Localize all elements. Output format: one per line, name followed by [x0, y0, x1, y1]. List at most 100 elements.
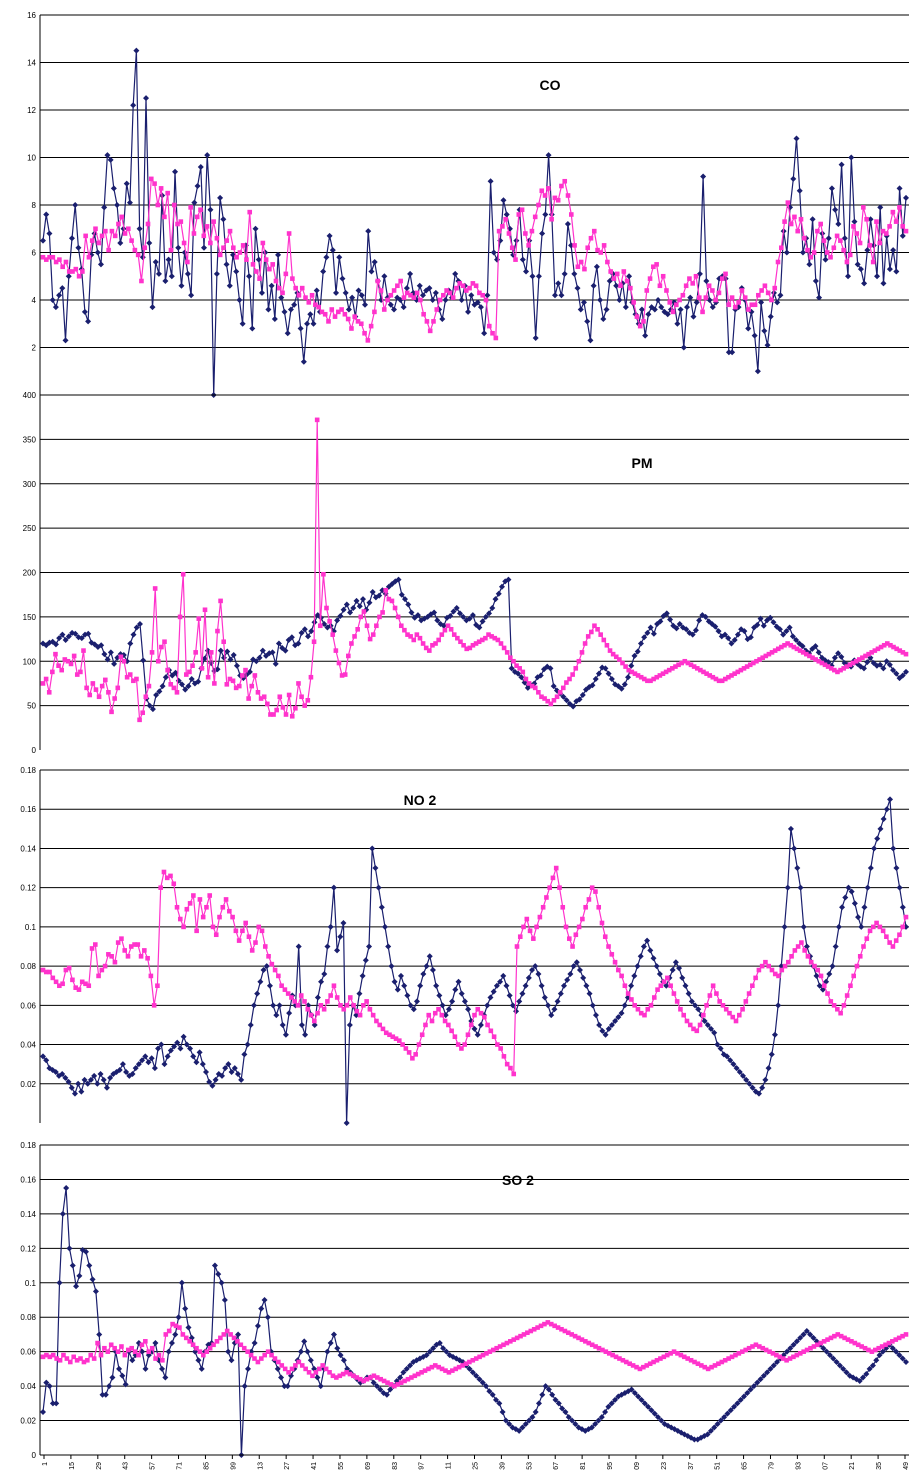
data-point: [746, 1345, 752, 1351]
data-point: [419, 1032, 425, 1038]
data-point: [862, 1345, 868, 1351]
data-point: [208, 240, 213, 246]
data-point: [57, 1357, 63, 1363]
y-tick-label: 0.14: [20, 1210, 36, 1219]
data-point: [484, 1002, 491, 1009]
data-point: [442, 297, 449, 303]
data-point: [721, 631, 728, 638]
data-point: [697, 1022, 703, 1028]
data-point: [341, 1006, 347, 1012]
data-point: [106, 690, 111, 695]
data-point: [59, 1070, 66, 1077]
data-point: [767, 313, 774, 320]
data-point: [62, 1074, 69, 1081]
data-point: [93, 942, 98, 947]
data-point: [642, 332, 649, 339]
data-point: [362, 330, 367, 336]
data-point: [344, 1003, 350, 1008]
data-point: [635, 1393, 642, 1400]
data-point: [376, 592, 383, 599]
data-point: [357, 1012, 363, 1018]
data-point: [133, 624, 140, 631]
data-point: [828, 666, 834, 671]
data-point: [717, 999, 722, 1004]
data-point: [377, 614, 382, 620]
data-point: [456, 610, 463, 617]
data-point: [307, 311, 314, 318]
data-point: [204, 904, 209, 910]
data-point: [359, 596, 366, 603]
data-point: [241, 1383, 248, 1390]
data-point: [158, 885, 163, 890]
data-point: [648, 1003, 654, 1008]
data-point: [252, 1356, 257, 1361]
data-point: [257, 276, 262, 281]
data-point: [637, 953, 644, 960]
x-tick-label: 39: [499, 1462, 506, 1470]
data-point: [59, 631, 66, 638]
data-point: [327, 923, 334, 930]
data-point: [632, 1003, 637, 1008]
data-point: [178, 219, 184, 224]
data-point: [586, 990, 593, 997]
data-point: [214, 1339, 220, 1344]
y-tick-label: 14: [27, 59, 36, 68]
series-1: [40, 796, 909, 1126]
data-point: [337, 933, 344, 940]
data-point: [797, 1351, 803, 1356]
data-point: [844, 259, 850, 265]
data-point: [494, 1345, 499, 1351]
data-point: [191, 199, 198, 206]
data-point: [122, 1352, 128, 1358]
data-point: [388, 1382, 394, 1387]
x-tick-label: 71: [177, 1462, 184, 1470]
data-point: [371, 259, 378, 265]
y-tick-label: 12: [27, 106, 36, 115]
data-point: [674, 320, 681, 327]
data-point: [841, 235, 848, 242]
data-point: [112, 696, 117, 701]
data-point: [321, 571, 326, 577]
data-point: [175, 244, 182, 251]
data-point: [592, 623, 597, 629]
data-point: [712, 623, 719, 630]
data-point: [73, 985, 78, 990]
data-point: [152, 181, 157, 186]
data-point: [466, 1365, 473, 1372]
data-point: [592, 1421, 599, 1427]
data-point: [356, 603, 363, 610]
data-point: [227, 228, 233, 234]
data-point: [445, 623, 451, 629]
data-point: [283, 271, 289, 277]
data-point: [574, 285, 581, 292]
data-point: [227, 676, 233, 682]
data-point: [725, 349, 732, 356]
data-point: [673, 625, 680, 632]
data-point: [369, 589, 376, 596]
data-point: [880, 280, 887, 287]
data-point: [880, 928, 886, 934]
data-point: [290, 276, 295, 281]
data-point: [407, 1002, 414, 1009]
data-point: [234, 1070, 241, 1077]
data-point: [583, 904, 588, 910]
data-point: [621, 1002, 628, 1009]
data-point: [215, 628, 220, 634]
data-point: [634, 963, 641, 970]
data-point: [193, 1059, 200, 1066]
y-tick-label: 250: [23, 524, 37, 533]
data-point: [829, 963, 836, 970]
data-point: [62, 337, 69, 344]
data-point: [736, 1012, 742, 1018]
data-point: [795, 944, 801, 949]
data-point: [614, 271, 620, 277]
data-point: [706, 283, 712, 289]
data-point: [644, 1363, 650, 1368]
data-point: [696, 270, 703, 277]
data-point: [358, 614, 364, 620]
data-point: [336, 660, 342, 666]
data-point: [880, 816, 887, 823]
data-point: [516, 212, 522, 217]
data-point: [824, 250, 830, 255]
data-point: [531, 936, 536, 941]
